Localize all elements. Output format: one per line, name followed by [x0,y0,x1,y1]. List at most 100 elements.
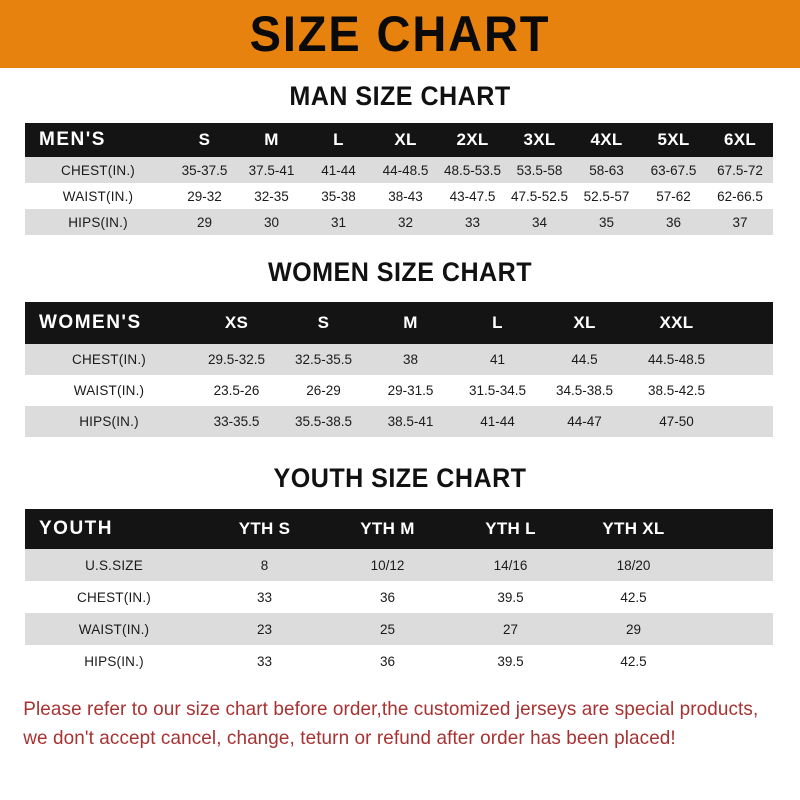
youth-size-header-1: YTH M [326,509,449,549]
men-row-chest-label: CHEST(IN.) [25,157,171,183]
youth-row-hips-label: HIPS(IN.) [25,645,203,677]
women-header-row: WOMEN'S XS S M L XL XXL [25,302,773,344]
youth-row-waist-cell-0: 23 [203,613,326,645]
women-row-waist-label: WAIST(IN.) [25,375,193,406]
women-row-chest-cell-2: 38 [367,344,454,375]
men-row-waist: WAIST(IN.) 29-32 32-35 35-38 38-43 43-47… [25,183,773,209]
men-row-hips-cell-4: 33 [439,209,506,235]
men-row-hips-label: HIPS(IN.) [25,209,171,235]
women-row-hips-label: HIPS(IN.) [25,406,193,437]
youth-row-chest: CHEST(IN.) 33 36 39.5 42.5 [25,581,773,613]
youth-row-waist: WAIST(IN.) 23 25 27 29 [25,613,773,645]
youth-section-title: YOUTH SIZE CHART [273,463,527,493]
youth-size-header-3: YTH XL [572,509,695,549]
women-row-hips-cell-5: 47-50 [628,406,725,437]
women-row-waist-cell-2: 29-31.5 [367,375,454,406]
youth-row-hips: HIPS(IN.) 33 36 39.5 42.5 [25,645,773,677]
men-row-chest-cell-7: 63-67.5 [640,157,707,183]
men-row-chest-cell-3: 44-48.5 [372,157,439,183]
women-row-hips-cell-3: 41-44 [454,406,541,437]
men-size-table: MEN'S S M L XL 2XL 3XL 4XL 5XL 6XL CHEST… [25,123,773,235]
women-size-header-2: M [367,302,454,344]
women-row-chest-cell-0: 29.5-32.5 [193,344,280,375]
youth-row-chest-cell-3: 42.5 [572,581,695,613]
order-policy-note-line-2: we don't accept cancel, change, teturn o… [23,727,676,749]
women-header-label: WOMEN'S [25,302,193,344]
men-size-header-7: 5XL [640,123,707,157]
women-row-chest-label: CHEST(IN.) [25,344,193,375]
women-row-chest: CHEST(IN.) 29.5-32.5 32.5-35.5 38 41 44.… [25,344,773,375]
men-size-header-4: 2XL [439,123,506,157]
men-size-header-0: S [171,123,238,157]
men-row-chest-cell-0: 35-37.5 [171,157,238,183]
men-header-row: MEN'S S M L XL 2XL 3XL 4XL 5XL 6XL [25,123,773,157]
women-row-hips: HIPS(IN.) 33-35.5 35.5-38.5 38.5-41 41-4… [25,406,773,437]
youth-row-ussize-cell-3: 18/20 [572,549,695,581]
women-row-waist-cell-0: 23.5-26 [193,375,280,406]
women-row-hips-cell-4: 44-47 [541,406,628,437]
youth-row-chest-cell-2: 39.5 [449,581,572,613]
youth-section: YOUTH SIZE CHART YOUTH YTH S YTH M YTH L… [0,437,800,677]
women-size-header-1: S [280,302,367,344]
women-row-waist-cell-3: 31.5-34.5 [454,375,541,406]
men-size-header-1: M [238,123,305,157]
youth-row-hips-cell-1: 36 [326,645,449,677]
women-row-hips-pad [725,406,773,437]
youth-row-chest-cell-1: 36 [326,581,449,613]
youth-size-header-0: YTH S [203,509,326,549]
youth-row-hips-pad [695,645,773,677]
men-row-chest-cell-4: 48.5-53.5 [439,157,506,183]
women-section: WOMEN SIZE CHART WOMEN'S XS S M L XL XXL [0,235,800,437]
men-row-chest-cell-5: 53.5-58 [506,157,573,183]
men-size-header-2: L [305,123,372,157]
women-row-hips-cell-0: 33-35.5 [193,406,280,437]
youth-row-waist-cell-1: 25 [326,613,449,645]
men-row-hips-cell-0: 29 [171,209,238,235]
men-size-header-3: XL [372,123,439,157]
youth-size-table: YOUTH YTH S YTH M YTH L YTH XL U.S.SIZE … [25,509,773,677]
men-row-waist-cell-1: 32-35 [238,183,305,209]
men-row-chest-cell-1: 37.5-41 [238,157,305,183]
youth-row-waist-cell-2: 27 [449,613,572,645]
men-size-header-5: 3XL [506,123,573,157]
youth-row-ussize-cell-0: 8 [203,549,326,581]
men-header-label: MEN'S [25,123,171,157]
women-size-header-3: L [454,302,541,344]
women-size-header-0: XS [193,302,280,344]
youth-row-ussize-cell-1: 10/12 [326,549,449,581]
men-size-header-6: 4XL [573,123,640,157]
men-row-hips-cell-2: 31 [305,209,372,235]
youth-row-hips-cell-0: 33 [203,645,326,677]
women-row-chest-cell-5: 44.5-48.5 [628,344,725,375]
men-row-hips-cell-1: 30 [238,209,305,235]
men-row-waist-cell-8: 62-66.5 [707,183,773,209]
men-row-hips-cell-6: 35 [573,209,640,235]
men-row-hips-cell-3: 32 [372,209,439,235]
men-row-chest: CHEST(IN.) 35-37.5 37.5-41 41-44 44-48.5… [25,157,773,183]
youth-header-label: YOUTH [25,509,203,549]
page-banner: SIZE CHART [0,0,800,68]
women-row-waist-cell-1: 26-29 [280,375,367,406]
women-row-chest-cell-4: 44.5 [541,344,628,375]
youth-row-waist-cell-3: 29 [572,613,695,645]
youth-header-row: YOUTH YTH S YTH M YTH L YTH XL [25,509,773,549]
youth-row-ussize: U.S.SIZE 8 10/12 14/16 18/20 [25,549,773,581]
women-row-waist-pad [725,375,773,406]
youth-row-ussize-pad [695,549,773,581]
youth-row-ussize-label: U.S.SIZE [25,549,203,581]
men-row-waist-cell-3: 38-43 [372,183,439,209]
youth-row-ussize-cell-2: 14/16 [449,549,572,581]
youth-header-pad [695,509,773,549]
men-row-hips-cell-7: 36 [640,209,707,235]
order-policy-note-line-1: Please refer to our size chart before or… [23,698,759,720]
women-row-waist-cell-4: 34.5-38.5 [541,375,628,406]
order-policy-note: Please refer to our size chart before or… [0,677,776,753]
men-row-waist-cell-5: 47.5-52.5 [506,183,573,209]
men-section: MAN SIZE CHART MEN'S S M L XL 2XL 3XL 4X… [0,68,800,235]
men-row-hips: HIPS(IN.) 29 30 31 32 33 34 35 36 37 [25,209,773,235]
women-row-waist: WAIST(IN.) 23.5-26 26-29 29-31.5 31.5-34… [25,375,773,406]
men-row-waist-cell-6: 52.5-57 [573,183,640,209]
men-row-chest-cell-2: 41-44 [305,157,372,183]
men-row-waist-cell-2: 35-38 [305,183,372,209]
